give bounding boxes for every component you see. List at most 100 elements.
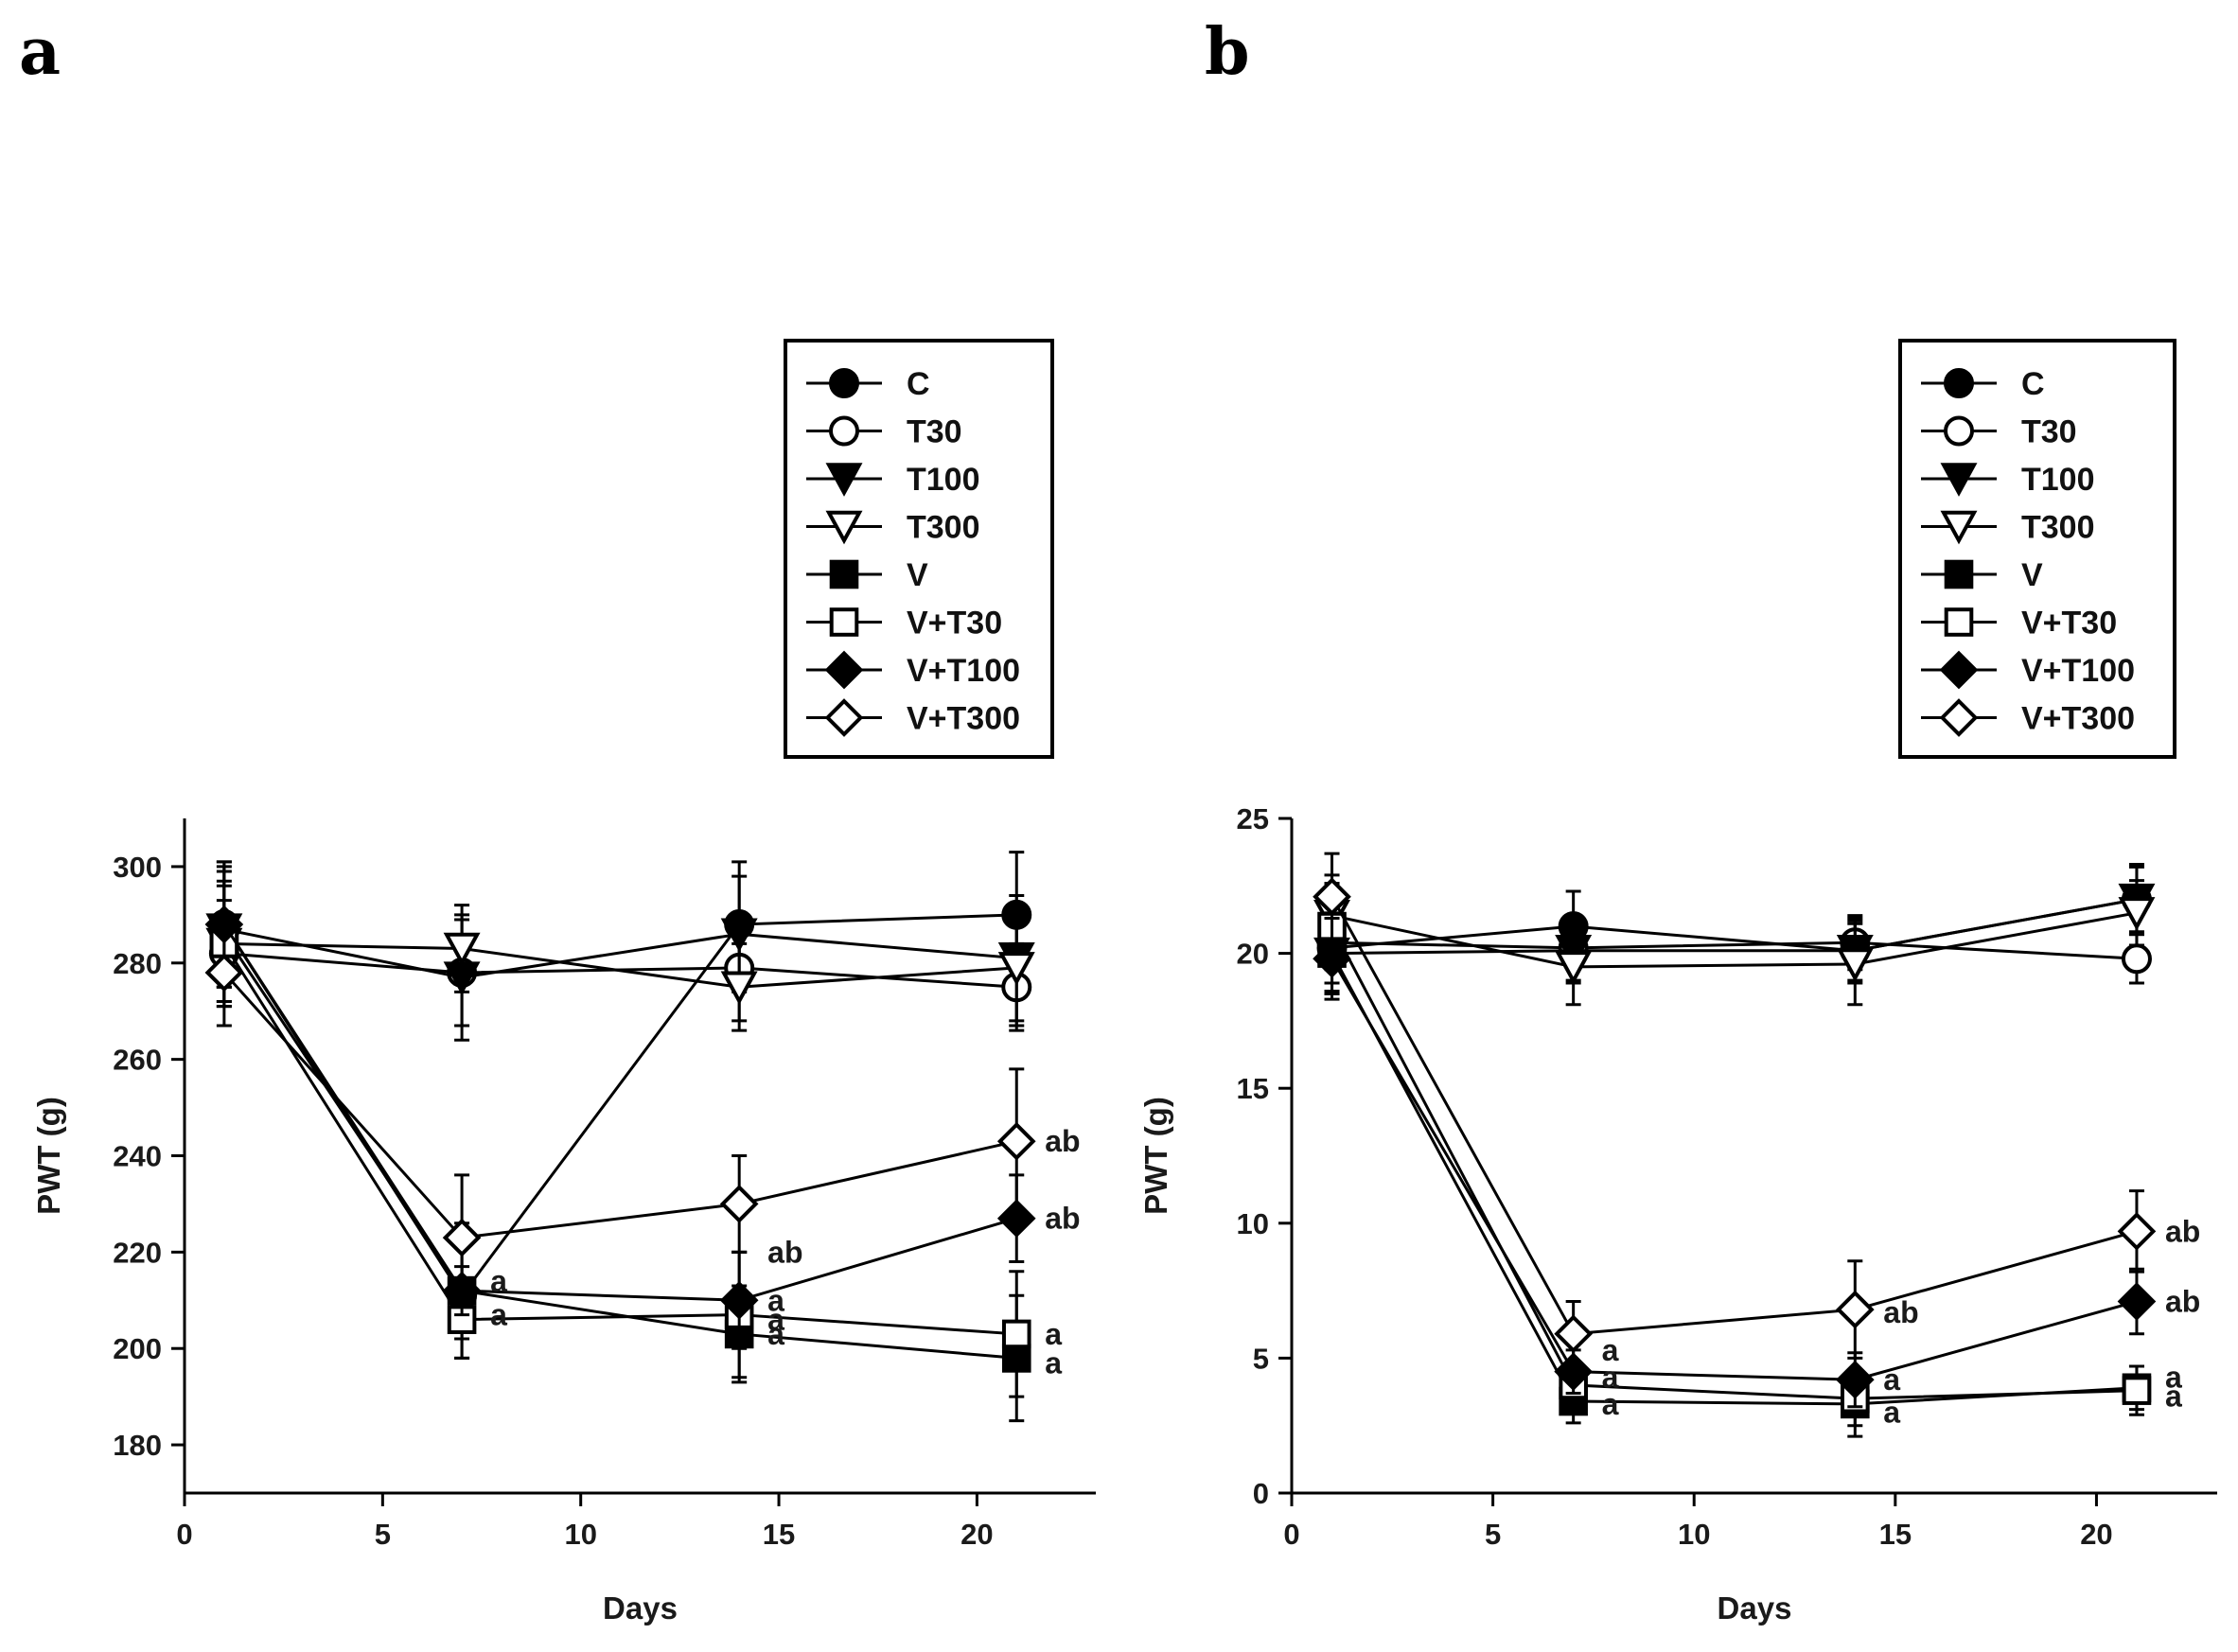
legend-label-t300: T300: [907, 510, 980, 546]
series-line: [1330, 958, 2138, 1381]
legend-box: [1898, 339, 2176, 759]
significance-label: ab: [2165, 1285, 2200, 1319]
y-tick-label: 10: [1237, 1207, 1269, 1240]
legend-marker-v-t30: [1944, 607, 1974, 637]
significance-label: a: [1045, 1345, 1062, 1380]
significance-label: a: [1045, 1317, 1062, 1351]
series-t300: [205, 884, 1035, 1032]
significance-label: a: [2165, 1379, 2182, 1413]
series-v-t300: [204, 918, 1036, 1302]
significance-label: a: [767, 1317, 784, 1351]
chart-panel-a: 180 200 220 240 260 280 300 0 5 10 15 20 Days PWT (g)…: [31, 339, 1096, 1626]
data-point: [2117, 1282, 2157, 1321]
y-tick-label: 220: [113, 1236, 162, 1269]
series-v-t100: [204, 860, 1036, 1350]
x-axis-title: Days: [1718, 1590, 1792, 1626]
x-tick-label: 10: [564, 1518, 596, 1551]
data-point: [442, 1218, 482, 1257]
significance-label: a: [1883, 1362, 1900, 1397]
y-tick-label: 0: [1253, 1477, 1269, 1510]
data-point: [1313, 939, 1351, 978]
y-axis-title: PWT (g): [1138, 1097, 1173, 1215]
x-axis-title: Days: [603, 1590, 678, 1626]
series-line: [222, 971, 1017, 1239]
series-v-t100: [1313, 917, 2157, 1409]
legend-marker-v-t100: [1939, 650, 1979, 690]
significance-label: a: [1602, 1333, 1619, 1367]
data-point: [1001, 1319, 1031, 1349]
data-point: [719, 1280, 759, 1320]
series-t100: [1313, 862, 2156, 995]
legend-marker-c: [829, 368, 859, 398]
data-point: [996, 1199, 1036, 1239]
legend: C T30 T100 T300 V V+T30 V+T100 V+T300: [784, 339, 1054, 759]
y-tick-label: 240: [113, 1140, 162, 1173]
legend-label-c: C: [907, 366, 930, 402]
data-point: [1835, 1290, 1875, 1329]
data-point: [1313, 877, 1351, 917]
legend-label-v-t300: V+T300: [2021, 701, 2135, 737]
significance-label: a: [490, 1264, 507, 1298]
series-line: [1330, 925, 2137, 1400]
legend-label-v: V: [2021, 557, 2043, 593]
legend-marker-t300: [825, 510, 863, 545]
series-line: [1331, 940, 2138, 960]
legend-label-c: C: [2021, 366, 2045, 402]
x-tick-label: 0: [176, 1518, 192, 1551]
legend-label-v-t30: V+T30: [2021, 606, 2117, 641]
y-tick-label: 20: [1237, 938, 1269, 971]
series-c: [208, 851, 1032, 1360]
series-line: [223, 927, 1017, 979]
y-tick-label: 25: [1237, 802, 1269, 835]
series-line: [1331, 898, 2138, 956]
series-line: [1330, 895, 2138, 1336]
y-tick-label: 280: [113, 947, 162, 980]
data-point: [720, 971, 758, 1006]
y-tick-label: 180: [113, 1429, 162, 1462]
x-tick-label: 5: [375, 1518, 391, 1551]
series-line: [222, 923, 1017, 1302]
significance-label: ab: [1883, 1295, 1918, 1329]
y-axis-title: PWT (g): [31, 1097, 66, 1215]
legend-marker-t30: [1944, 415, 1974, 447]
legend-label-v-t100: V+T100: [2021, 653, 2135, 689]
series-v-t30: [209, 879, 1031, 1398]
data-point: [996, 1121, 1036, 1161]
legend-label-t30: T30: [2021, 414, 2077, 450]
series-line: [222, 933, 1017, 1360]
legend-label-v-t100: V+T100: [907, 653, 1020, 689]
panel-letter-a: a: [19, 14, 61, 90]
data-point: [204, 953, 244, 993]
legend-label-t100: T100: [907, 462, 980, 498]
data-point: [2118, 897, 2156, 931]
significance-label: a: [1602, 1387, 1619, 1421]
x-tick-label: 10: [1678, 1518, 1710, 1551]
series-v: [1317, 911, 2152, 1438]
y-tick-label: 300: [113, 851, 162, 884]
data-point: [1836, 948, 1874, 982]
y-tick-label: 200: [113, 1332, 162, 1365]
legend-label-v: V: [907, 557, 928, 593]
data-point: [2122, 1376, 2152, 1405]
x-tick-label: 20: [2080, 1518, 2112, 1551]
series-line: [1331, 911, 2138, 969]
legend-marker-v-t30: [829, 607, 859, 637]
data-point: [997, 952, 1035, 986]
series-t100: [205, 870, 1035, 1042]
data-point: [2121, 943, 2152, 975]
data-point: [1835, 1360, 1875, 1399]
legend-label-t100: T100: [2021, 462, 2095, 498]
significance-label: a: [767, 1303, 784, 1337]
legend-marker-t30: [829, 415, 859, 447]
legend-marker-v-t300: [824, 698, 864, 737]
data-point: [1555, 951, 1593, 985]
significance-label: ab: [2165, 1214, 2200, 1248]
data-point: [720, 918, 758, 953]
legend-marker-c: [1944, 368, 1974, 398]
legend: C T30 T100 T300 V V+T30 V+T100 V+T300: [1898, 339, 2176, 759]
data-point: [719, 1185, 759, 1223]
y-tick-label: 5: [1253, 1342, 1269, 1375]
series-t30: [1316, 900, 2152, 985]
